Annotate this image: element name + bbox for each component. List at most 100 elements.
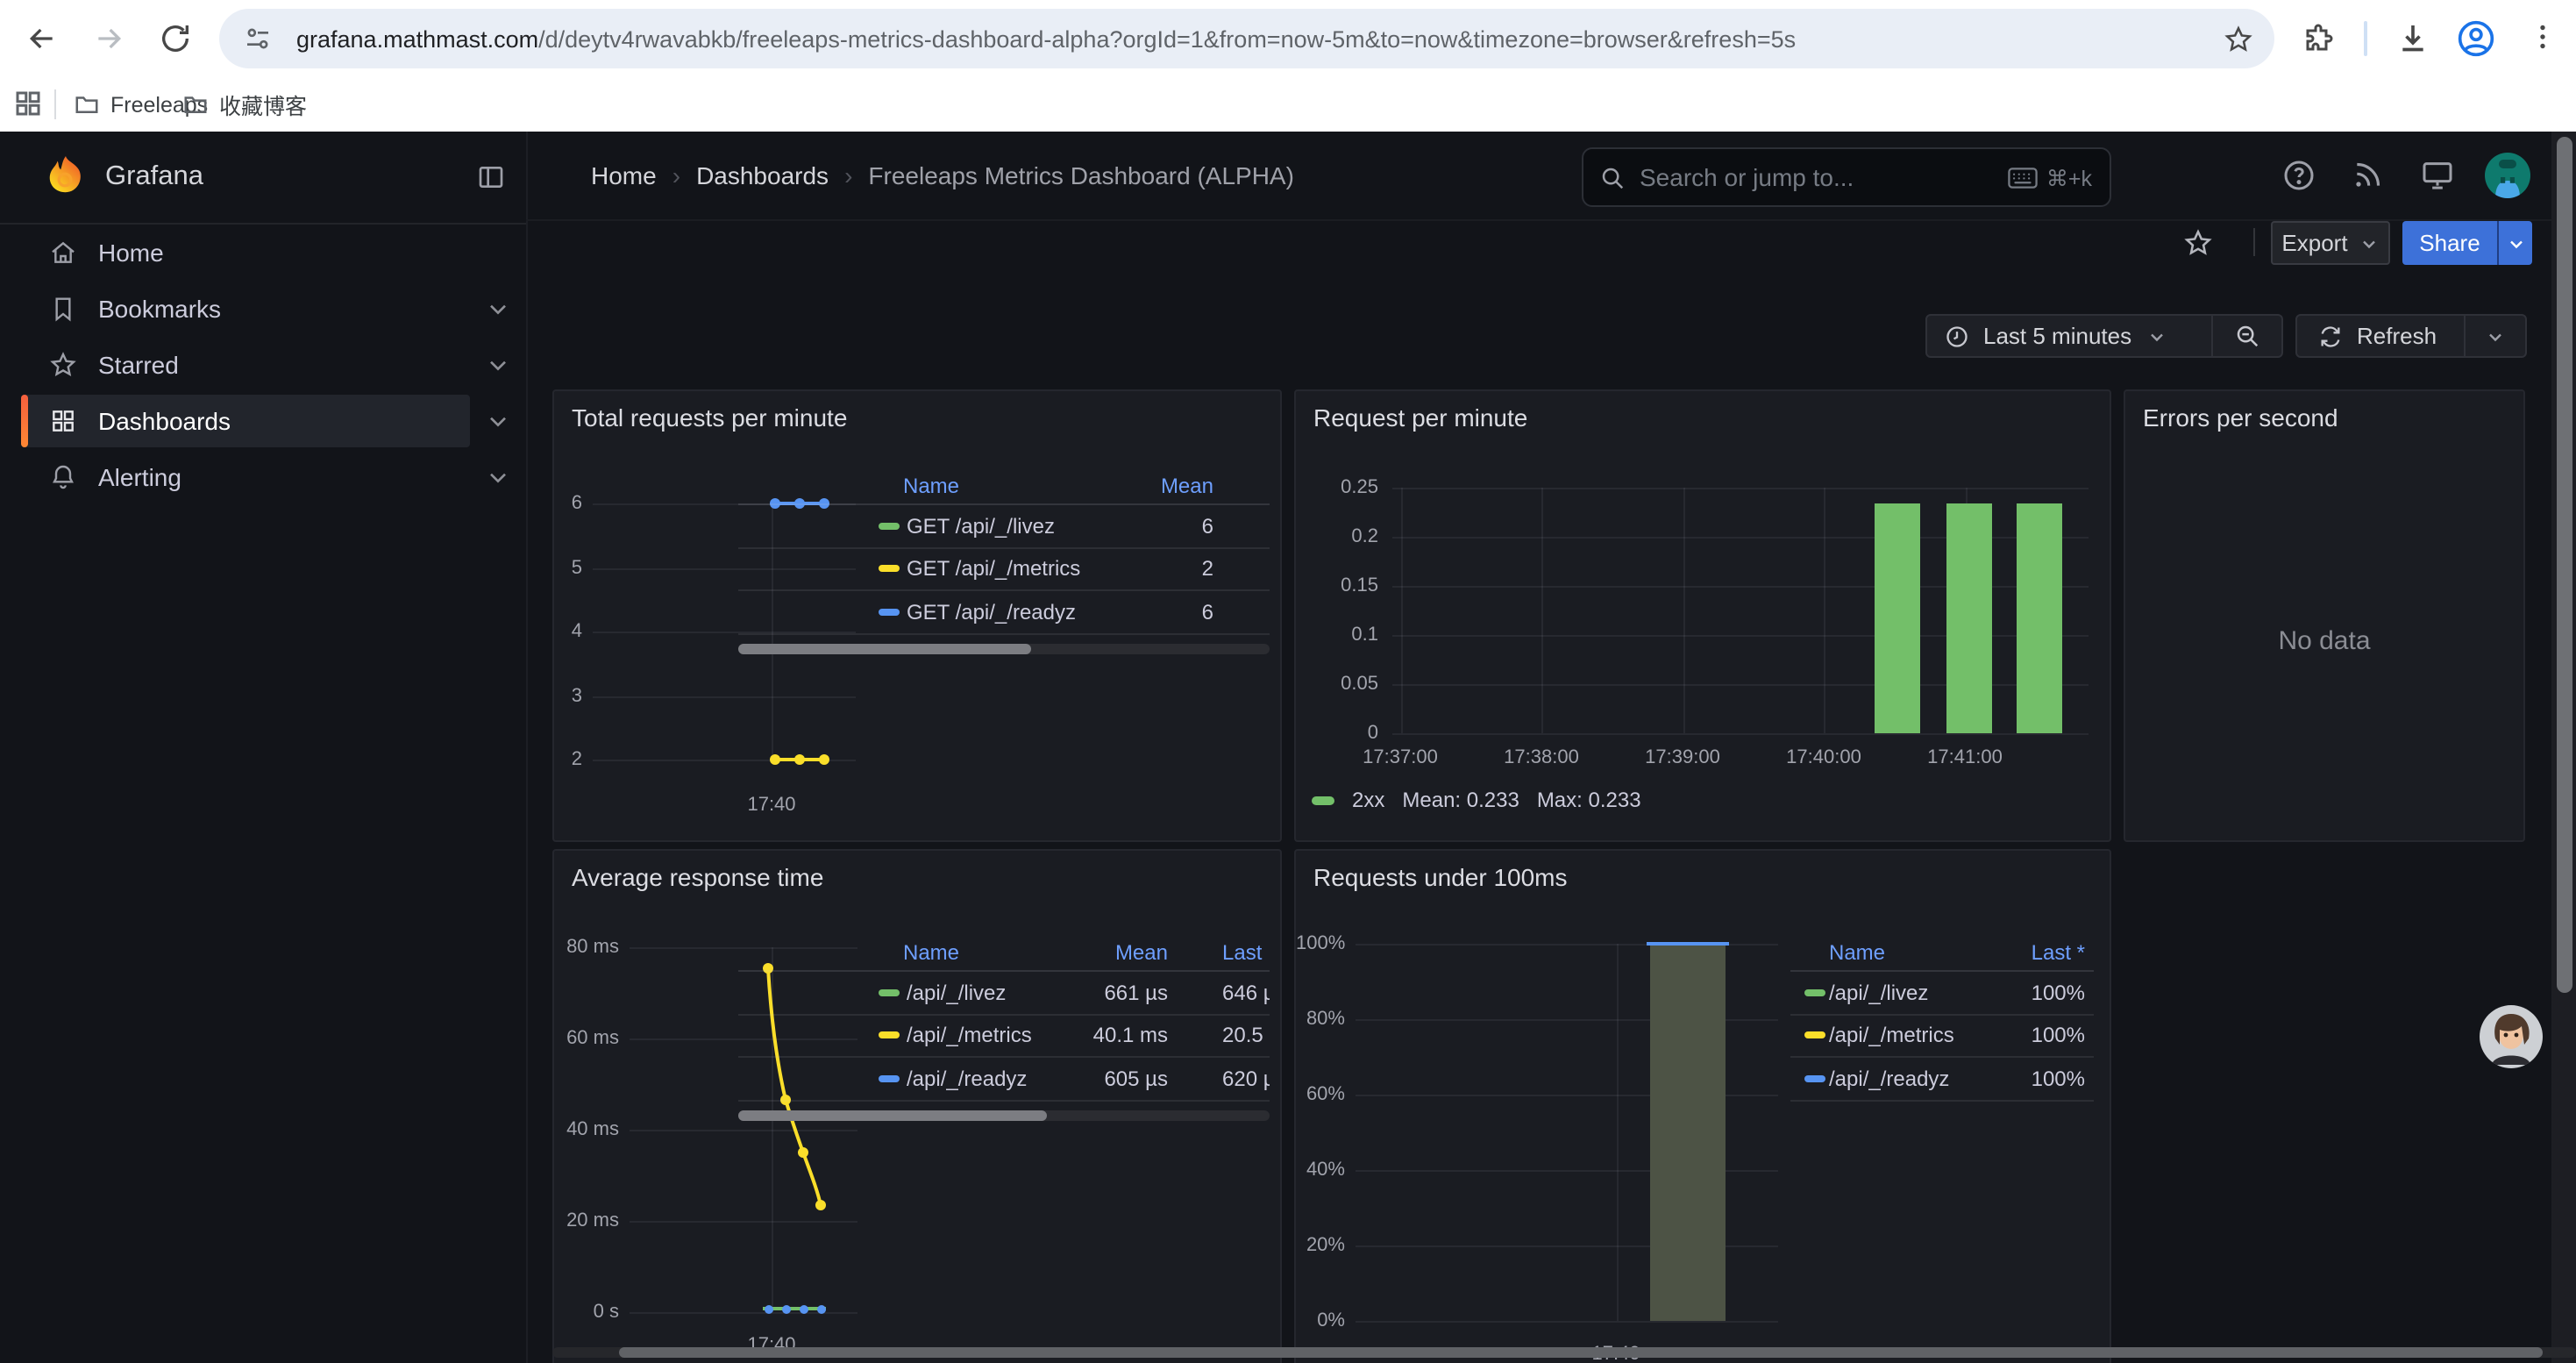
legend-row[interactable]: /api/_/readyz 100%	[1790, 1058, 2094, 1101]
dock-menu-toggle-icon[interactable]	[477, 163, 505, 191]
legend-header-name[interactable]: Name	[1829, 940, 1885, 965]
chevron-down-icon[interactable]	[484, 351, 512, 379]
zoom-out-button[interactable]	[2213, 323, 2281, 349]
refresh-button[interactable]: Refresh	[2297, 323, 2464, 349]
legend-row[interactable]: GET /api/_/metrics 2	[738, 548, 1270, 591]
legend-header-name[interactable]: Name	[903, 474, 959, 498]
vertical-scrollbar-track[interactable]	[2551, 132, 2576, 1363]
grafana-logo[interactable]	[42, 154, 88, 200]
apps-grid-button[interactable]	[12, 88, 44, 119]
panel-title[interactable]: Request per minute	[1313, 403, 1527, 432]
legend-header-mean[interactable]: Mean	[1115, 940, 1168, 965]
legend-series-name: GET /api/_/metrics	[907, 557, 1080, 582]
search-input[interactable]: Search or jump to... ⌘+k	[1582, 147, 2111, 207]
chevron-down-icon[interactable]	[484, 407, 512, 435]
chevron-down-icon[interactable]	[484, 295, 512, 323]
display-button[interactable]	[2420, 158, 2455, 193]
sidebar-item-home[interactable]: Home	[21, 226, 519, 279]
news-button[interactable]	[2350, 158, 2385, 193]
zoom-out-icon	[2234, 323, 2260, 349]
legend-header-last[interactable]: Last *	[1222, 940, 1264, 965]
url-bar[interactable]: grafana.mathmast.com/d/deytv4rwavabkb/fr…	[219, 9, 2274, 68]
favorite-dashboard-button[interactable]	[2183, 228, 2213, 258]
series-swatch-yellow	[1804, 1032, 1825, 1039]
legend-row[interactable]: /api/_/metrics 40.1 ms 20.5 ms	[738, 1015, 1270, 1058]
browser-forward-button[interactable]	[91, 21, 126, 56]
legend[interactable]: 2xx Mean: 0.233 Max: 0.233	[1312, 788, 1641, 812]
legend-header-mean[interactable]: Mean	[1161, 474, 1213, 498]
legend-table: Name Mean GET /api/_/livez 6 GET /api/_/…	[738, 468, 1270, 653]
share-menu-button[interactable]	[2499, 221, 2532, 265]
horizontal-scrollbar-thumb[interactable]	[619, 1347, 2543, 1358]
browser-profile-button[interactable]	[2457, 19, 2495, 58]
bookmark-folder-blogs[interactable]: 收藏博客	[182, 86, 307, 123]
y-tick: 5	[554, 557, 582, 578]
series-swatch-blue	[879, 1075, 900, 1082]
legend-row[interactable]: /api/_/livez 100%	[1790, 972, 2094, 1015]
browser-back-button[interactable]	[25, 21, 60, 56]
legend-header: Name Mean	[738, 468, 1270, 505]
browser-reload-button[interactable]	[158, 21, 193, 56]
brand-name: Grafana	[105, 161, 203, 193]
gridline	[1392, 487, 2089, 489]
sidebar-item-alerting[interactable]: Alerting	[21, 451, 519, 503]
legend-scrollbar-thumb[interactable]	[738, 1110, 1046, 1120]
downloads-button[interactable]	[2395, 21, 2430, 56]
breadcrumb-home[interactable]: Home	[591, 161, 657, 189]
legend-row[interactable]: GET /api/_/readyz 6	[738, 591, 1270, 634]
x-tick: 17:37:00	[1363, 747, 1438, 768]
time-range-picker[interactable]: Last 5 minutes	[1927, 323, 2211, 349]
export-button[interactable]: Export	[2271, 221, 2390, 265]
user-avatar[interactable]	[2485, 153, 2530, 198]
sidebar-item-label: Dashboards	[98, 407, 231, 435]
gridline-vertical	[1400, 487, 1402, 732]
folder-icon	[74, 91, 100, 118]
panel-title[interactable]: Average response time	[572, 863, 823, 891]
sidebar-item-dashboards[interactable]: Dashboards	[21, 395, 519, 447]
chevron-down-icon[interactable]	[484, 463, 512, 491]
floating-assistant-avatar[interactable]	[2480, 1005, 2543, 1068]
legend-header-last[interactable]: Last *	[2032, 940, 2085, 965]
share-label: Share	[2419, 230, 2480, 256]
legend-header: Name Last *	[1790, 935, 2094, 972]
horizontal-scrollbar-track[interactable]	[552, 1347, 2576, 1358]
legend-row[interactable]: /api/_/livez 661 µs 646 µs	[738, 972, 1270, 1015]
sidebar-item-bookmarks[interactable]: Bookmarks	[21, 282, 519, 335]
legend-scrollbar[interactable]	[738, 1110, 1270, 1120]
browser-menu-button[interactable]	[2527, 21, 2558, 56]
panel-title[interactable]: Errors per second	[2143, 403, 2338, 432]
y-tick: 0.05	[1296, 673, 1378, 694]
legend-row[interactable]: /api/_/metrics 100%	[1790, 1015, 2094, 1058]
panel-total-requests-per-minute: Total requests per minute 6 5 4 3 2 17:4…	[552, 389, 1282, 842]
extensions-button[interactable]	[2302, 23, 2334, 54]
vertical-scrollbar-thumb[interactable]	[2556, 137, 2572, 993]
panel-title[interactable]: Requests under 100ms	[1313, 863, 1568, 891]
breadcrumb-dashboards[interactable]: Dashboards	[696, 161, 829, 189]
refresh-icon	[2318, 324, 2343, 348]
bookmarks-bar: Freeleaps 收藏博客	[0, 77, 2576, 132]
refresh-interval-button[interactable]	[2466, 325, 2525, 346]
bookmark-star-icon[interactable]	[2224, 24, 2253, 54]
panel-errors-per-second: Errors per second No data	[2124, 389, 2525, 842]
help-button[interactable]	[2281, 158, 2316, 193]
legend-scrollbar[interactable]	[738, 643, 1270, 653]
site-settings-icon[interactable]	[244, 25, 272, 53]
legend-row[interactable]: /api/_/readyz 605 µs 620 µs	[738, 1058, 1270, 1101]
legend-max: Max: 0.233	[1537, 788, 1641, 812]
sidebar-item-starred[interactable]: Starred	[21, 339, 519, 391]
y-tick: 0.15	[1296, 574, 1378, 596]
legend-scrollbar-thumb[interactable]	[738, 643, 1030, 653]
sidebar-item-label: Bookmarks	[98, 295, 221, 323]
legend-header-name[interactable]: Name	[903, 940, 959, 965]
y-tick: 0.1	[1296, 624, 1378, 645]
url-path: /d/deytv4rwavabkb/freeleaps-metrics-dash…	[538, 25, 1796, 52]
legend-row[interactable]: GET /api/_/livez 6	[738, 505, 1270, 548]
reload-icon	[158, 21, 193, 56]
legend-mean: Mean: 0.233	[1402, 788, 1519, 812]
share-button[interactable]: Share	[2402, 221, 2497, 265]
header-divider	[526, 219, 2576, 221]
search-placeholder: Search or jump to...	[1640, 163, 2008, 191]
y-tick: 80 ms	[554, 937, 619, 958]
panel-title[interactable]: Total requests per minute	[572, 403, 847, 432]
series-swatch-green	[1804, 989, 1825, 996]
